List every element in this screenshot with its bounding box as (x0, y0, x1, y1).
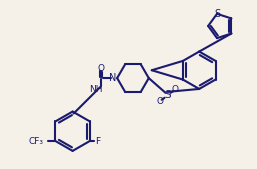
Text: O: O (98, 64, 105, 73)
Text: O: O (172, 85, 179, 94)
Text: N: N (109, 73, 117, 83)
Text: S: S (164, 90, 171, 100)
Text: S: S (214, 9, 220, 19)
Text: NH: NH (90, 85, 103, 94)
Text: CF₃: CF₃ (28, 137, 43, 146)
Text: O: O (156, 97, 163, 106)
Text: F: F (95, 137, 100, 146)
